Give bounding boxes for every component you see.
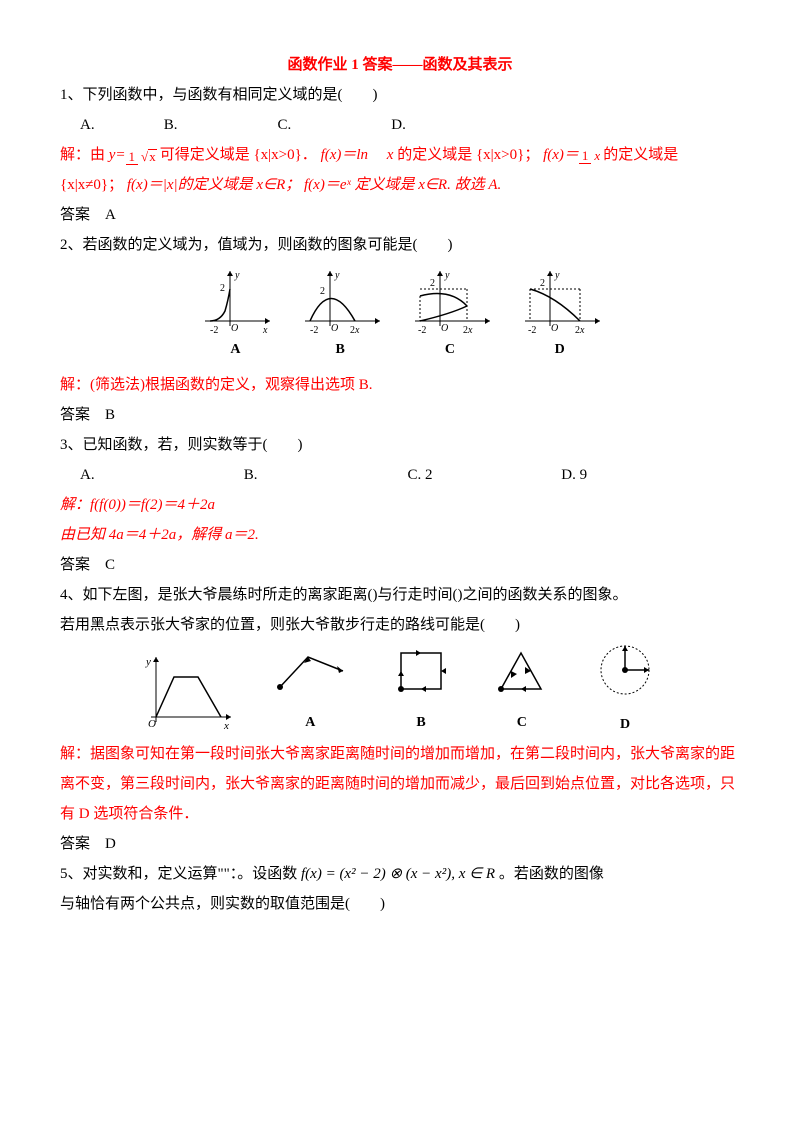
q1-sqrt-x: x [148, 149, 157, 163]
q5-post: 。若函数的图像 [495, 866, 604, 882]
q1-frac1: 1√x [126, 149, 160, 163]
q1-options: A. B. C. D. [60, 110, 740, 140]
q4-opt-d: D [578, 640, 672, 739]
q4-cap-c: C [477, 709, 566, 737]
q1-opt-a: A. [80, 110, 160, 140]
q2-cap-c: C [401, 336, 499, 364]
q3-options: A. B. C. 2 D. 9 [60, 460, 740, 490]
q2-cap-b: B [291, 336, 389, 364]
q1-frac1-num: 1 [126, 149, 139, 165]
q1-opt-b: B. [164, 110, 274, 140]
q4-cap-d: D [578, 711, 672, 739]
svg-text:O: O [331, 323, 338, 334]
svg-text:2x: 2x [350, 325, 360, 336]
svg-text:2: 2 [320, 286, 325, 297]
svg-text:O: O [441, 323, 448, 334]
q5-pre: 5、对实数和，定义运算""：。设函数 [60, 866, 301, 882]
q2-fig-a: -2 O x 2 y A [191, 266, 279, 364]
svg-text:2: 2 [430, 278, 435, 289]
q4-opt-b: B [377, 643, 466, 737]
q4-solution: 解：据图象可知在第一段时间张大爷离家距离随时间的增加而增加，在第二段时间内，张大… [60, 739, 740, 829]
svg-text:O: O [231, 323, 238, 334]
q4-answer: 答案 D [60, 829, 740, 859]
q2-fig-d: -2 O 2x 2 y D [511, 266, 609, 364]
q3-answer: 答案 C [60, 550, 740, 580]
q5-line2: 与轴恰有两个公共点，则实数的取值范围是( ) [60, 889, 740, 919]
q3-opt-d: D. 9 [561, 460, 587, 490]
q1-y: y= [109, 147, 126, 163]
q1-fx4: f(x)＝eˣ 定义域是 x∈R. 故选 A. [304, 177, 501, 193]
svg-text:y: y [444, 270, 450, 281]
q1-frac2-den: x [591, 148, 603, 163]
q1-frac1-den: √x [138, 149, 160, 164]
svg-text:2x: 2x [575, 325, 585, 336]
q2-fig-c: -2 O 2x 2 y C [401, 266, 499, 364]
svg-text:-2: -2 [210, 325, 218, 336]
svg-text:x: x [223, 720, 229, 732]
svg-text:O: O [551, 323, 558, 334]
q1-solution: 解：由 y=1√x可得定义域是 {x|x>0}． f(x)＝ln x 的定义域是… [60, 140, 740, 200]
q1-mid1: 可得定义域是 {x|x>0}． [160, 147, 317, 163]
q2-solution: 解：(筛选法)根据函数的定义，观察得出选项 B. [60, 370, 740, 400]
q1-opt-d: D. [391, 110, 406, 140]
q1-frac2-num: 1 [579, 148, 592, 164]
q1-lnx: f(x)＝ln x [321, 147, 394, 163]
q4-opt-c: C [477, 643, 566, 737]
q1-mid2: 的定义域是 {x|x>0}； [393, 147, 539, 163]
q1-stem: 1、下列函数中，与函数有相同定义域的是( ) [60, 80, 740, 110]
q2-stem: 2、若函数的定义域为，值域为，则函数的图象可能是( ) [60, 230, 740, 260]
q2-fig-b: -2 O 2x 2 y B [291, 266, 389, 364]
svg-text:2: 2 [220, 283, 225, 294]
q3-opt-a: A. [80, 460, 240, 490]
q1-sol-pre: 解：由 [60, 147, 109, 163]
q2-cap-d: D [511, 336, 609, 364]
q5-line1: 5、对实数和，定义运算""：。设函数 f(x) = (x² − 2) ⊗ (x … [60, 859, 740, 889]
q3-sol1: 解：f(f(0))＝f(2)＝4＋2a [60, 490, 740, 520]
q4-cap-a: A [256, 709, 365, 737]
svg-text:y: y [145, 656, 151, 668]
svg-text:-2: -2 [418, 325, 426, 336]
q4-opt-a: A [256, 643, 365, 737]
q3-sol2: 由已知 4a＝4＋2a，解得 a＝2. [60, 520, 740, 550]
q4-stem2: 若用黑点表示张大爷家的位置，则张大爷散步行走的路线可能是( ) [60, 610, 740, 640]
q1-fx3: f(x)＝|x|的定义域是 x∈R； [127, 177, 300, 193]
svg-text:y: y [234, 270, 240, 281]
q5-formula: f(x) = (x² − 2) ⊗ (x − x²), x ∈ R [301, 866, 495, 882]
svg-text:-2: -2 [310, 325, 318, 336]
q2-answer: 答案 B [60, 400, 740, 430]
q4-cap-b: B [377, 709, 466, 737]
svg-text:y: y [334, 270, 340, 281]
svg-text:2x: 2x [463, 325, 473, 336]
svg-text:2: 2 [540, 278, 545, 289]
q1-frac2: 1x [579, 149, 603, 162]
svg-text:O: O [148, 718, 156, 730]
q4-figures: O x y A B C [60, 640, 740, 739]
q1-answer: 答案 A [60, 200, 740, 230]
svg-text:x: x [262, 325, 268, 336]
q3-stem: 3、已知函数，若，则实数等于( ) [60, 430, 740, 460]
q3-opt-c: C. 2 [408, 460, 558, 490]
q4-main-graph: O x y [136, 647, 236, 732]
q1-opt-c: C. [278, 110, 388, 140]
svg-text:y: y [554, 270, 560, 281]
page-title: 函数作业 1 答案——函数及其表示 [60, 50, 740, 80]
q3-opt-b: B. [244, 460, 404, 490]
svg-text:-2: -2 [528, 325, 536, 336]
q4-stem1: 4、如下左图，是张大爷晨练时所走的离家距离()与行走时间()之间的函数关系的图象… [60, 580, 740, 610]
q1-fx2: f(x)＝ [543, 147, 579, 163]
q2-figures: -2 O x 2 y A -2 O 2x 2 y B -2 O 2x 2 y C [60, 266, 740, 364]
q2-cap-a: A [191, 336, 279, 364]
